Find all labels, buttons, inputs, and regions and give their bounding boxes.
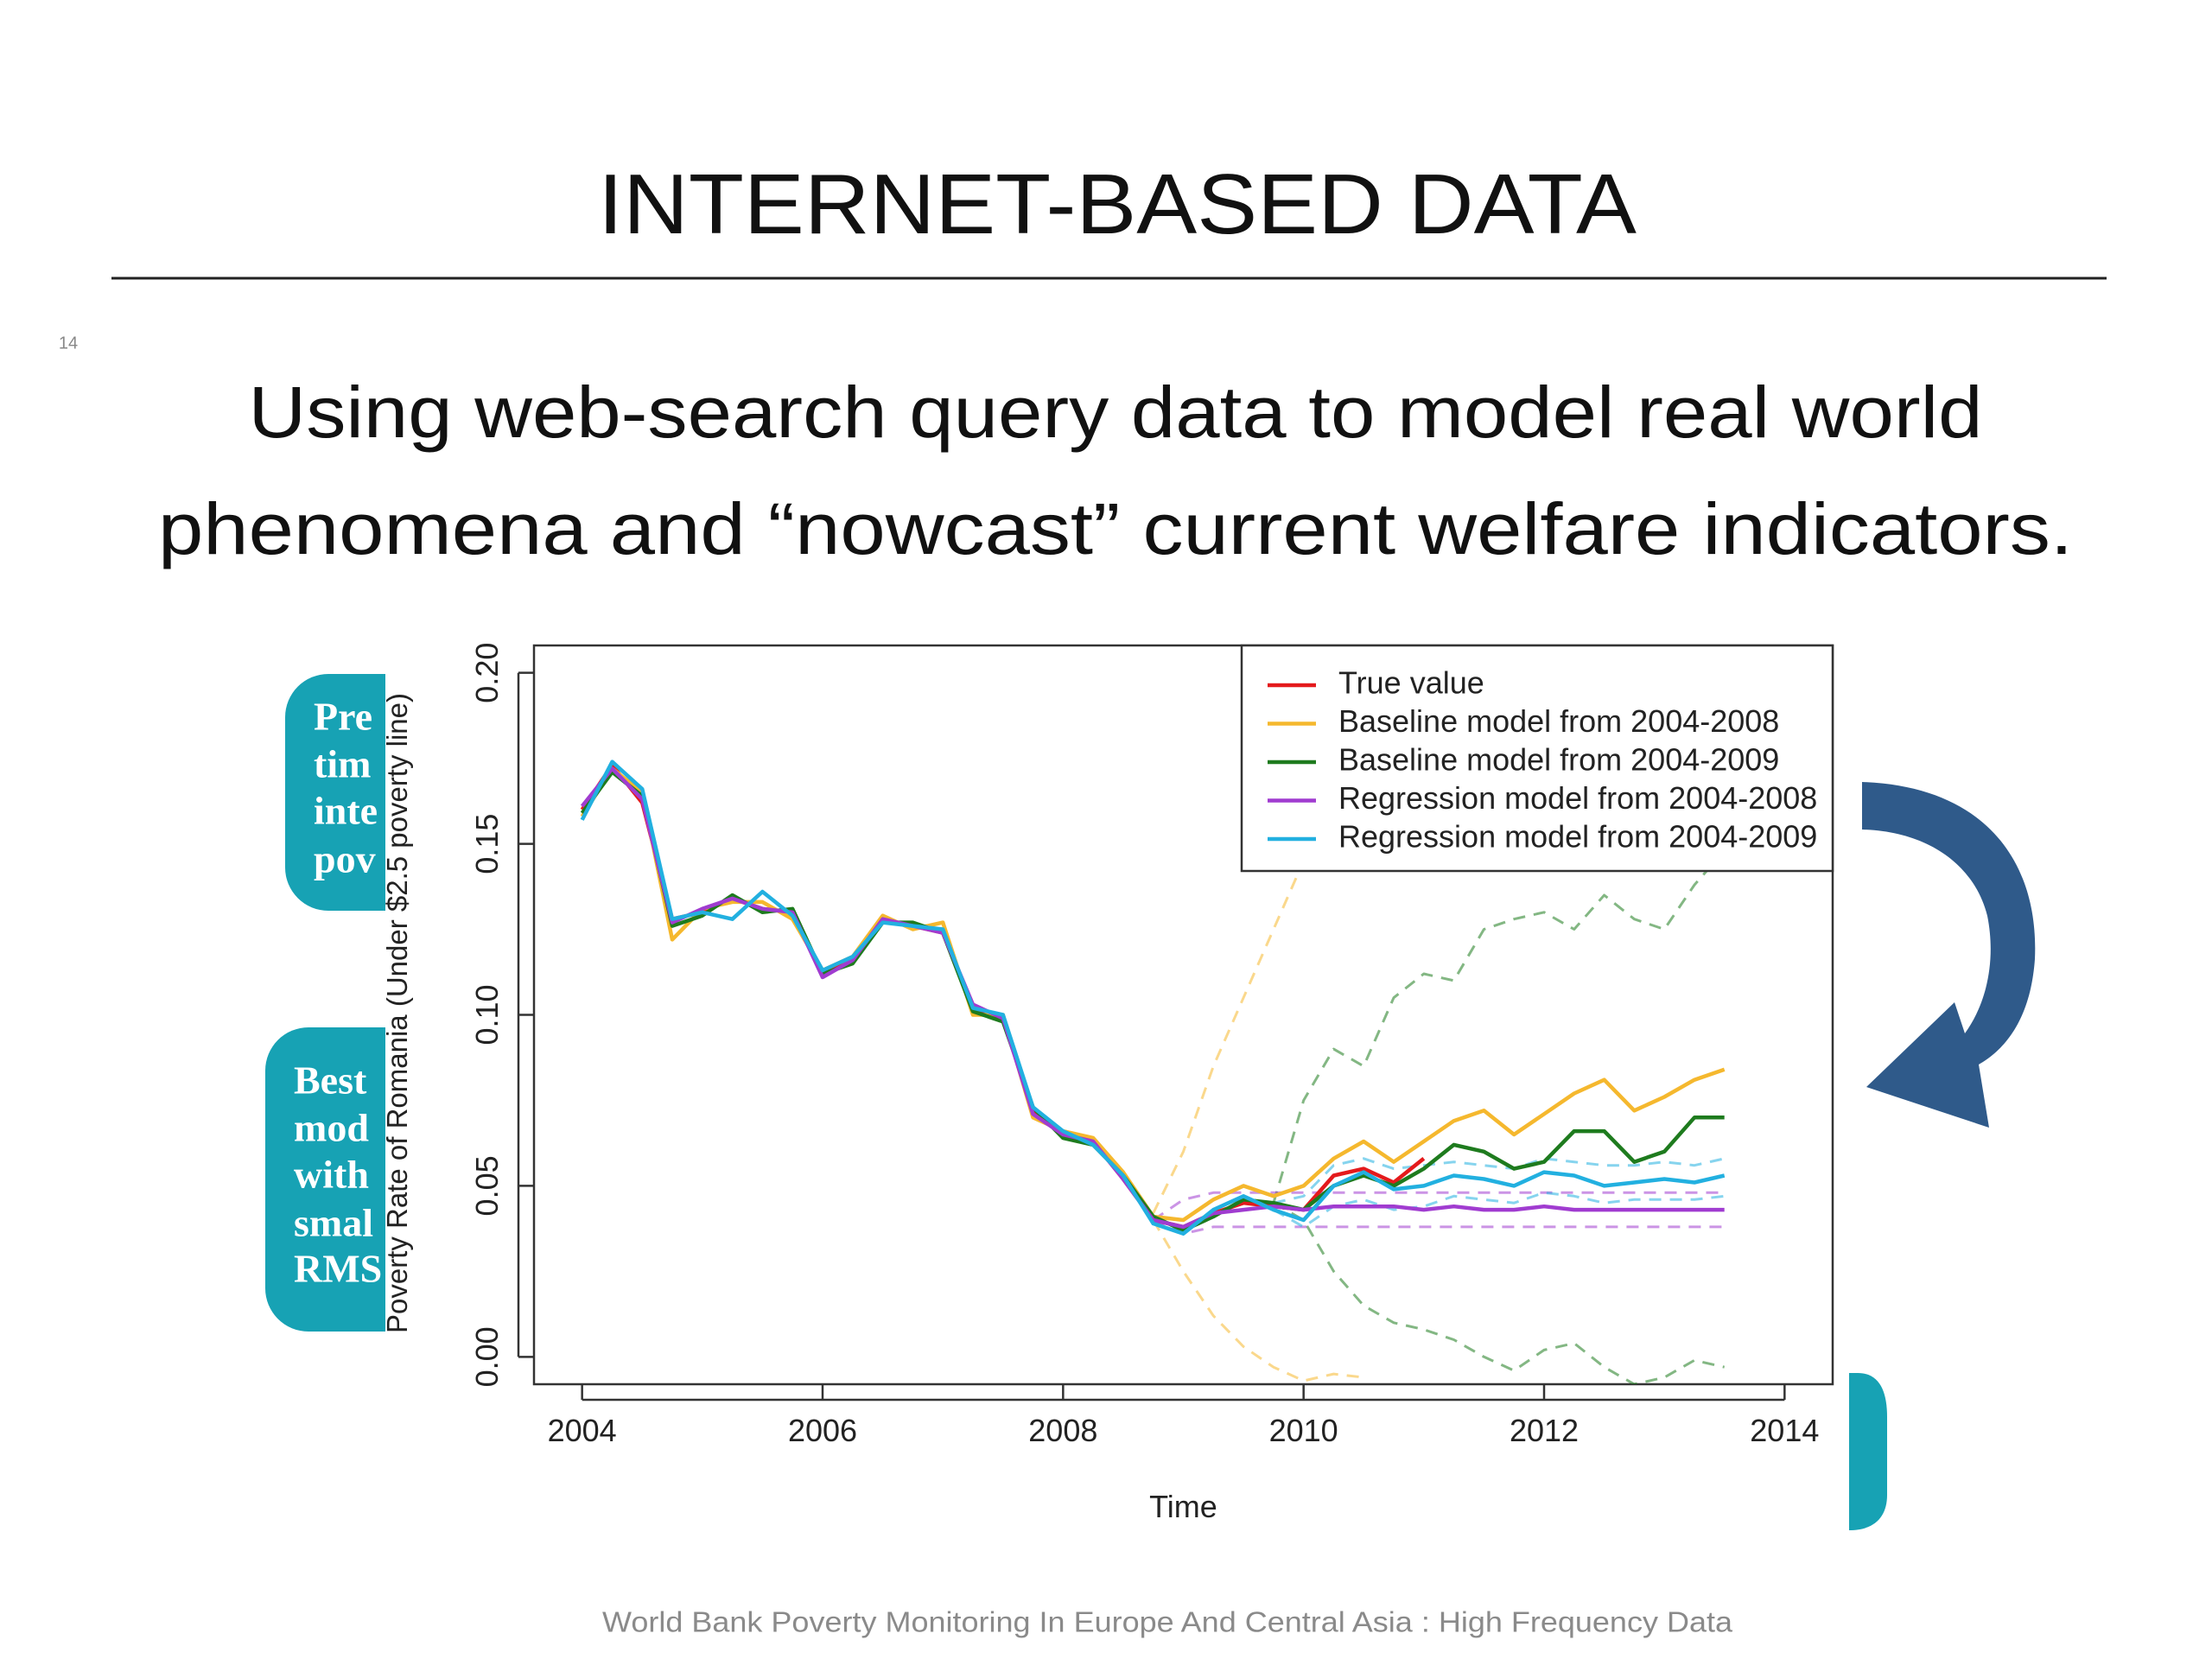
plot-area: [580, 655, 1726, 1384]
callout-text: with: [294, 1153, 369, 1197]
legend-box: [1240, 644, 1834, 873]
band-line: [1152, 1191, 1725, 1222]
legend-label: Baseline model from 2004-2008: [1338, 703, 1779, 739]
x-tick-label: 2014: [1750, 1413, 1819, 1448]
callout-text: pov: [314, 837, 376, 881]
legend-label: Regression model from 2004-2008: [1338, 780, 1817, 816]
y-tick-label: 0.10: [469, 984, 505, 1045]
band-line: [1272, 849, 1726, 1204]
slide-title: INTERNET-BASED DATA: [598, 156, 1637, 251]
plot-frame: [532, 644, 1834, 1386]
legend-label: True value: [1338, 665, 1484, 701]
band-line: [1152, 1219, 1364, 1382]
x-axis-label: Time: [1149, 1489, 1217, 1524]
callout-text: RMS: [294, 1247, 382, 1291]
band-line: [1153, 1218, 1725, 1236]
band-line: [1273, 1157, 1726, 1205]
footer: World Bank Poverty Monitoring In Europe …: [602, 1606, 1733, 1638]
curved-arrow: [1862, 782, 2036, 1128]
callout-text: mod: [294, 1106, 369, 1150]
y-tick-label: 0.05: [469, 1155, 505, 1216]
series-line: [580, 760, 1726, 1236]
subtitle-line: Using web-search query data to model rea…: [249, 372, 1983, 453]
callout-text: Best: [294, 1058, 367, 1103]
y-axis-label: Poverty Rate of Romania (Under $2.5 pove…: [381, 693, 413, 1333]
band-line: [1152, 655, 1426, 1214]
callout-text: smal: [294, 1201, 373, 1245]
y-tick-label: 0.20: [469, 643, 505, 703]
callout-box: [1849, 1373, 1887, 1530]
x-tick-label: 2004: [548, 1413, 617, 1448]
legend-label: Regression model from 2004-2009: [1338, 819, 1817, 855]
x-tick-label: 2008: [1028, 1413, 1097, 1448]
x-tick-label: 2010: [1269, 1413, 1338, 1448]
callout-text: inte: [314, 789, 378, 833]
subtitle-line: phenomena and “nowcast” current welfare …: [158, 488, 2073, 569]
band-line: [1273, 1201, 1726, 1384]
y-tick-label: 0.00: [469, 1326, 505, 1387]
y-tick-label: 0.15: [469, 814, 505, 874]
x-tick-label: 2012: [1510, 1413, 1579, 1448]
legend-label: Baseline model from 2004-2009: [1338, 742, 1779, 778]
callout-text: Pre: [314, 695, 372, 739]
x-tick-label: 2006: [788, 1413, 857, 1448]
page-number: 14: [59, 334, 78, 353]
chart: 2004 2006 2008 2010 2012 2014 0.00 0.05 0.10 0.15…: [381, 643, 1834, 1524]
band-line: [1273, 1191, 1725, 1229]
callout-text: tim: [314, 742, 371, 786]
